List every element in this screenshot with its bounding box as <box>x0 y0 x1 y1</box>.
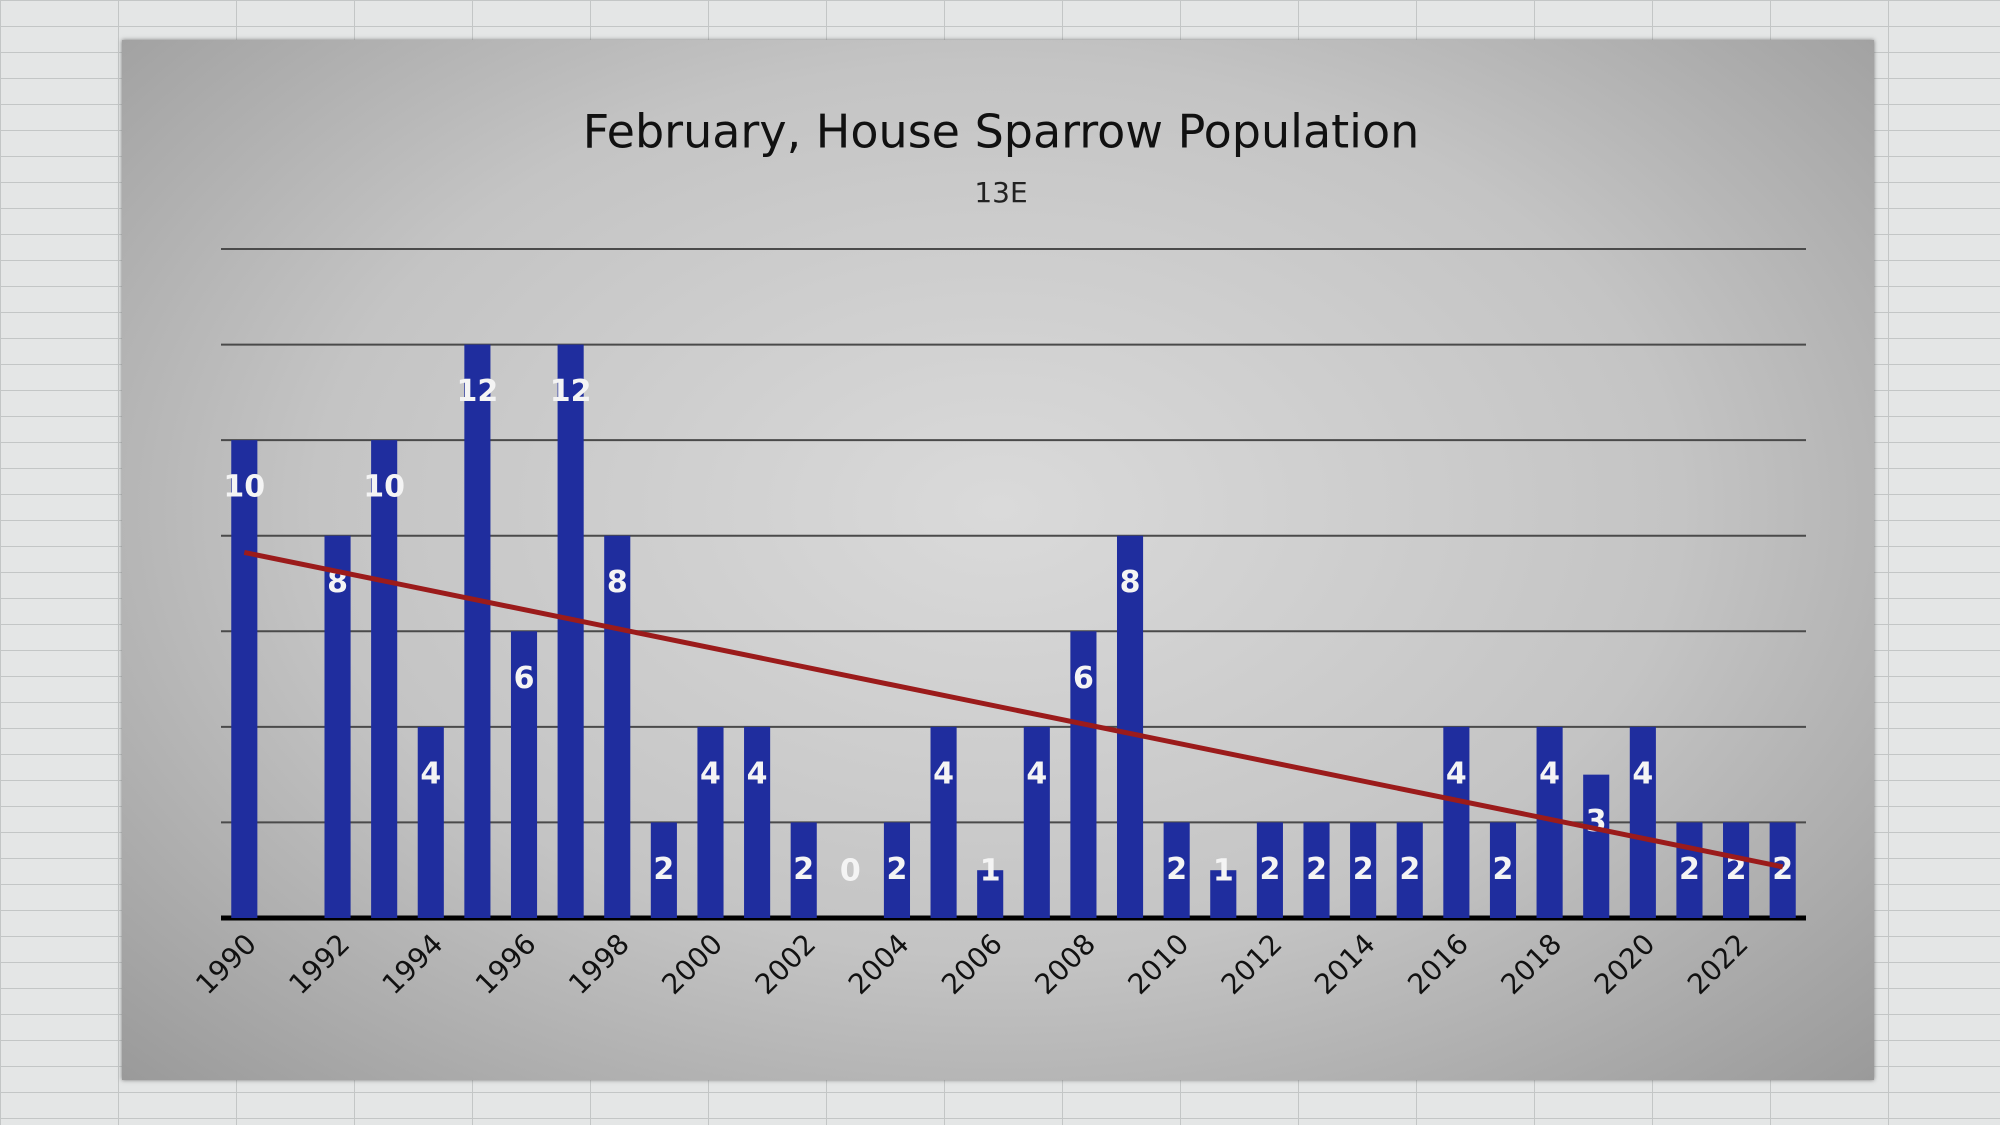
x-tick-label: 2012 <box>1215 927 1289 1001</box>
bar <box>1350 822 1377 918</box>
data-label: 2 <box>793 852 814 887</box>
data-label: 12 <box>550 374 592 409</box>
bar <box>1676 822 1703 918</box>
x-tick-label: 1998 <box>562 927 636 1001</box>
data-label: 2 <box>1306 852 1327 887</box>
bar <box>790 822 817 918</box>
data-label: 2 <box>1259 852 1280 887</box>
data-label: 2 <box>1493 852 1514 887</box>
data-label: 10 <box>363 470 405 505</box>
data-label: 4 <box>700 756 721 791</box>
chart-subtitle: 13E <box>974 176 1027 209</box>
data-label: 4 <box>1026 756 1047 791</box>
data-label: 8 <box>1120 565 1141 600</box>
bar <box>1443 726 1470 918</box>
x-tick-label: 2018 <box>1494 927 1568 1001</box>
x-tick-label: 2000 <box>655 927 729 1001</box>
bar <box>1163 822 1190 918</box>
bar <box>604 535 631 918</box>
bar <box>1210 870 1237 918</box>
data-label: 1 <box>980 854 1001 889</box>
bar <box>464 344 491 919</box>
data-label: 2 <box>1772 852 1793 887</box>
x-tick-label: 2022 <box>1681 927 1755 1001</box>
bar <box>1023 726 1050 918</box>
x-tick-label: 2004 <box>842 927 916 1001</box>
bar <box>417 726 444 918</box>
bar <box>930 726 957 918</box>
bar <box>510 631 538 918</box>
x-tick-label: 1996 <box>469 927 543 1001</box>
x-tick-label: 2020 <box>1588 927 1662 1001</box>
data-label: 4 <box>1632 756 1653 791</box>
data-label: 2 <box>887 852 908 887</box>
bar <box>324 535 351 918</box>
bar <box>977 870 1004 918</box>
x-tick-label: 2016 <box>1401 927 1475 1001</box>
bar <box>1256 822 1283 918</box>
trend-line <box>243 549 1784 870</box>
bar <box>744 726 771 918</box>
data-label: 4 <box>420 756 441 791</box>
data-label: 2 <box>1399 852 1420 887</box>
bar <box>557 344 584 919</box>
bar <box>1489 822 1517 918</box>
bar <box>650 822 677 918</box>
x-tick-label: 1990 <box>189 927 263 1001</box>
bar <box>1723 822 1750 918</box>
data-label: 2 <box>1679 852 1700 887</box>
x-tick-label: 1992 <box>282 927 356 1001</box>
data-label: 4 <box>747 756 768 791</box>
bar <box>697 726 724 918</box>
bar <box>1070 631 1097 918</box>
bar <box>1303 822 1330 918</box>
x-tick-label: 2006 <box>935 927 1009 1001</box>
bar <box>371 440 398 918</box>
data-label: 3 <box>1586 804 1607 839</box>
bar <box>231 440 258 918</box>
bar <box>1116 535 1144 918</box>
data-label: 0 <box>840 854 861 889</box>
data-label: 10 <box>223 470 265 505</box>
chart-title: February, House Sparrow Population <box>583 105 1420 159</box>
data-label: 4 <box>933 756 954 791</box>
bar <box>883 822 911 918</box>
x-tick-label: 1994 <box>376 927 450 1001</box>
data-label: 2 <box>1353 852 1374 887</box>
bar <box>1769 822 1796 918</box>
data-label: 12 <box>457 374 499 409</box>
x-tick-label: 2008 <box>1028 927 1102 1001</box>
data-label: 4 <box>1539 756 1560 791</box>
bar <box>1583 774 1610 918</box>
data-label: 6 <box>1073 661 1094 696</box>
bar <box>1396 822 1423 918</box>
data-label: 4 <box>1446 756 1467 791</box>
data-label: 1 <box>1213 854 1234 889</box>
data-label: 6 <box>514 661 535 696</box>
x-tick-label: 2014 <box>1308 927 1382 1001</box>
bar <box>1629 726 1656 918</box>
data-label: 2 <box>1166 852 1187 887</box>
data-label: 8 <box>607 565 628 600</box>
data-label: 2 <box>653 852 674 887</box>
x-tick-label: 2002 <box>749 927 823 1001</box>
x-tick-label: 2010 <box>1122 927 1196 1001</box>
